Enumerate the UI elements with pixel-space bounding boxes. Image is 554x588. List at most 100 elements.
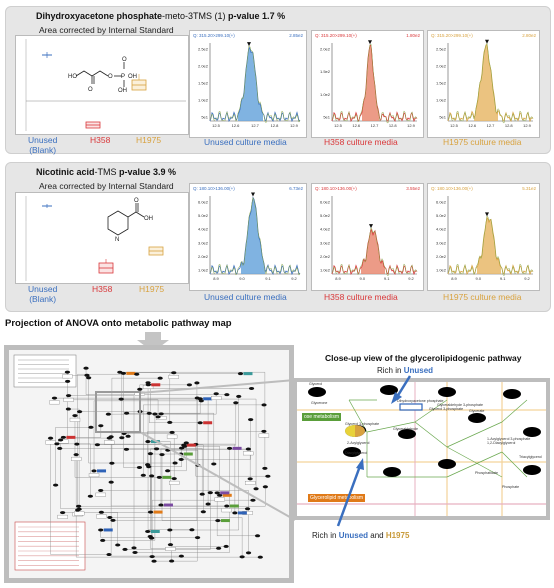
y-tick-label: 2.0e2 — [436, 254, 447, 259]
map-node — [108, 435, 114, 439]
map-node — [223, 544, 229, 548]
map-node — [57, 446, 63, 450]
map-node — [72, 414, 78, 418]
map-node — [137, 387, 143, 391]
map-node — [224, 393, 230, 397]
map-node — [140, 473, 146, 477]
x-tick-label: 9.1 — [500, 276, 506, 281]
map-node — [178, 554, 184, 558]
x-tick-label: 12.8 — [389, 123, 398, 128]
chromatogram-caption-h1975: H1975 culture media — [443, 137, 522, 147]
metabolite-label: Diacylglycerol — [345, 451, 367, 455]
metabolite-label: Phosphatidate — [475, 471, 498, 475]
trace-line-secondary — [209, 196, 301, 276]
metabolite-label: 2-Acylglycerol — [347, 441, 370, 445]
map-node — [216, 546, 222, 550]
map-node — [165, 448, 171, 452]
x-tick-label: 8.9 — [451, 276, 457, 281]
chromatogram-caption-h358: H358 culture media — [324, 137, 398, 147]
x-tick-label: 12.6 — [468, 123, 477, 128]
map-node — [236, 394, 242, 398]
map-label-box — [169, 480, 180, 485]
x-tick-label: 9.0 — [476, 276, 482, 281]
map-tag — [220, 491, 230, 495]
map-node — [261, 403, 267, 407]
map-node — [47, 436, 54, 440]
chromatogram-h1975: Q: 180.10>136.00(+) 5.31e2 6.0e2 5.0e2 4.0e… — [427, 183, 540, 291]
box-h358 — [98, 259, 114, 274]
peak-marker-icon — [247, 42, 251, 47]
x-tick-label: 12.7 — [371, 123, 380, 128]
map-node — [171, 371, 177, 375]
metabolite-label: Glycerate — [469, 409, 484, 413]
peak-area — [238, 47, 263, 121]
chromatogram-caption-h1975: H1975 culture media — [443, 292, 522, 302]
metabolite-node — [398, 429, 416, 439]
map-node — [195, 463, 201, 467]
map-node — [215, 519, 221, 523]
chromatogram-caption-h358: H358 culture media — [324, 292, 398, 302]
chromatogram-h358: Q: 315.20>299.10(+) 1.80e2 2.0e2 1.5e2 1.0e… — [311, 30, 424, 138]
reaction-edge — [501, 451, 528, 478]
map-label-box — [95, 492, 106, 497]
map-tag — [150, 440, 160, 444]
map-node — [194, 381, 200, 385]
map-node — [123, 447, 130, 451]
map-tag — [126, 371, 136, 375]
map-node — [239, 555, 245, 559]
peak-marker-icon — [368, 40, 372, 45]
metabolite-label: Triacylglycerol — [519, 455, 542, 459]
map-node — [120, 371, 126, 375]
map-node — [65, 394, 72, 398]
y-tick-label: 3.0e2 — [198, 240, 209, 245]
x-tick-label: 12.9 — [407, 123, 416, 128]
map-node — [73, 453, 79, 457]
y-tick-label: 1.5e2 — [436, 81, 447, 86]
map-node — [197, 421, 203, 425]
map-node — [186, 383, 193, 387]
svg-text:OH: OH — [128, 74, 137, 80]
trace-line-secondary — [447, 215, 534, 277]
box-h1975 — [148, 246, 164, 256]
closeup-panel: Glycerol Glycerone Dihydroxyacetone phosph… — [293, 378, 550, 520]
map-label-box — [57, 514, 68, 519]
metabolite-node — [523, 427, 541, 437]
y-tick-label: 2.0e2 — [198, 64, 209, 69]
map-node — [248, 386, 255, 390]
map-node — [110, 518, 116, 522]
map-label-box — [168, 375, 179, 379]
peak-marker-icon — [485, 39, 489, 44]
map-label-box — [221, 508, 232, 513]
chromatogram-h1975: Q: 315.20>299.10(+) 2.80e2 2.5e2 2.0e2 1.5e… — [427, 30, 540, 138]
group-label-h358: H358 — [90, 135, 111, 145]
map-node — [65, 407, 71, 411]
y-tick-label: 4.0e2 — [320, 227, 331, 232]
map-label-box — [165, 547, 176, 551]
map-tag — [97, 469, 107, 473]
metabolite-label: 1-Acylglycerol 3-phosphate — [487, 437, 530, 441]
y-tick-label: 5.0e2 — [198, 213, 209, 218]
map-node — [233, 401, 239, 405]
map-node — [224, 504, 230, 508]
map-node — [108, 480, 114, 484]
peak-marker-icon — [485, 212, 489, 217]
map-node — [145, 383, 151, 387]
map-tag — [220, 519, 230, 523]
map-tag — [243, 372, 253, 376]
map-node — [77, 410, 83, 414]
map-node — [200, 510, 206, 514]
x-tick-label: 12.7 — [251, 123, 260, 128]
map-node — [60, 511, 66, 515]
y-tick-label: 6.0e2 — [320, 200, 331, 205]
x-tick-label: 12.5 — [334, 123, 343, 128]
x-tick-label: 8.9 — [213, 276, 219, 281]
map-node — [198, 399, 204, 403]
y-tick-label: 1.5e2 — [198, 81, 209, 86]
y-tick-label: 5.0e2 — [320, 213, 331, 218]
y-tick-label: 2.0e2 — [320, 254, 331, 259]
y-tick-label: 1.0e2 — [320, 92, 331, 97]
map-node — [262, 485, 268, 489]
map-node — [86, 376, 92, 380]
metabolite-label: Phosphate — [502, 485, 519, 489]
map-tag — [150, 529, 160, 533]
